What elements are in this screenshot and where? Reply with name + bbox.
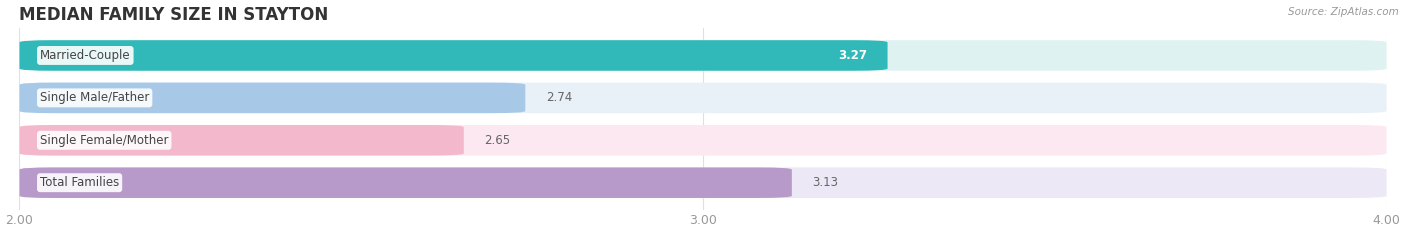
FancyBboxPatch shape bbox=[20, 168, 792, 198]
FancyBboxPatch shape bbox=[20, 168, 1386, 198]
FancyBboxPatch shape bbox=[20, 83, 526, 113]
Text: 2.74: 2.74 bbox=[546, 91, 572, 104]
FancyBboxPatch shape bbox=[20, 125, 464, 156]
Text: 3.27: 3.27 bbox=[838, 49, 868, 62]
FancyBboxPatch shape bbox=[20, 83, 1386, 113]
Text: 3.13: 3.13 bbox=[813, 176, 838, 189]
Text: Married-Couple: Married-Couple bbox=[39, 49, 131, 62]
FancyBboxPatch shape bbox=[20, 40, 1386, 71]
Text: Single Female/Mother: Single Female/Mother bbox=[39, 134, 169, 147]
FancyBboxPatch shape bbox=[20, 125, 1386, 156]
FancyBboxPatch shape bbox=[20, 40, 887, 71]
Text: 2.65: 2.65 bbox=[484, 134, 510, 147]
Text: Single Male/Father: Single Male/Father bbox=[39, 91, 149, 104]
Text: Total Families: Total Families bbox=[39, 176, 120, 189]
Text: MEDIAN FAMILY SIZE IN STAYTON: MEDIAN FAMILY SIZE IN STAYTON bbox=[20, 6, 329, 24]
Text: Source: ZipAtlas.com: Source: ZipAtlas.com bbox=[1288, 7, 1399, 17]
